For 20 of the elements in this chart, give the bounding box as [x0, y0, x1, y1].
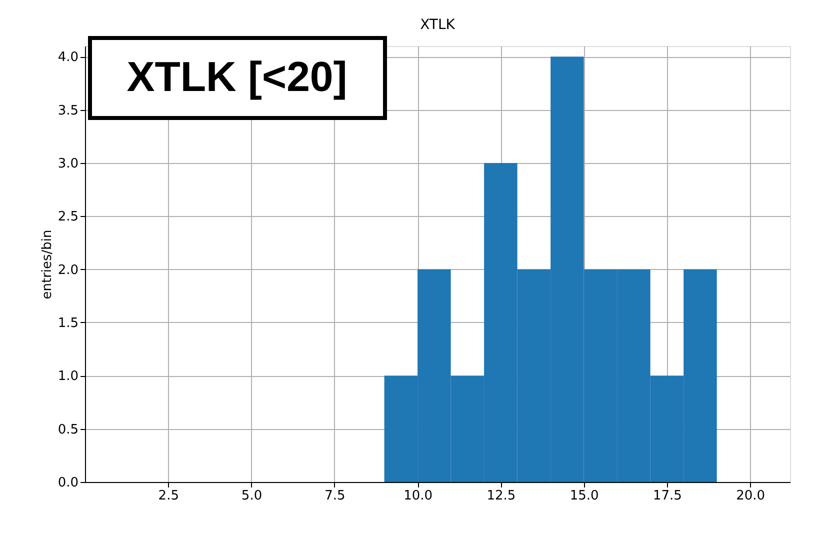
x-tick-label: 7.5: [324, 488, 346, 504]
chart-title: XTLK: [420, 17, 456, 33]
x-tick-label: 17.5: [652, 488, 682, 504]
y-tick-label: 2.0: [58, 262, 78, 278]
y-tick-label: 3.5: [58, 103, 78, 118]
y-tick-label: 1.0: [58, 369, 78, 384]
y-tick-label: 0.5: [58, 422, 78, 438]
x-tick-label: 10.0: [404, 488, 433, 504]
x-tick-label: 20.0: [736, 488, 766, 504]
x-tick-label: 12.5: [486, 488, 516, 504]
x-tick-label: 2.5: [158, 488, 179, 504]
y-axis-title: entries/bin: [40, 230, 55, 300]
y-tick-label: 1.5: [58, 316, 78, 331]
x-tick-label: 5.0: [241, 488, 262, 504]
x-tick-label: 15.0: [570, 488, 599, 504]
annotation: XTLK [<20]: [126, 53, 348, 100]
y-tick-label: 4.0: [58, 50, 78, 66]
y-tick-label: 0.0: [58, 476, 78, 490]
y-tick-label: 2.5: [58, 210, 78, 225]
y-tick-label: 3.0: [58, 156, 78, 172]
